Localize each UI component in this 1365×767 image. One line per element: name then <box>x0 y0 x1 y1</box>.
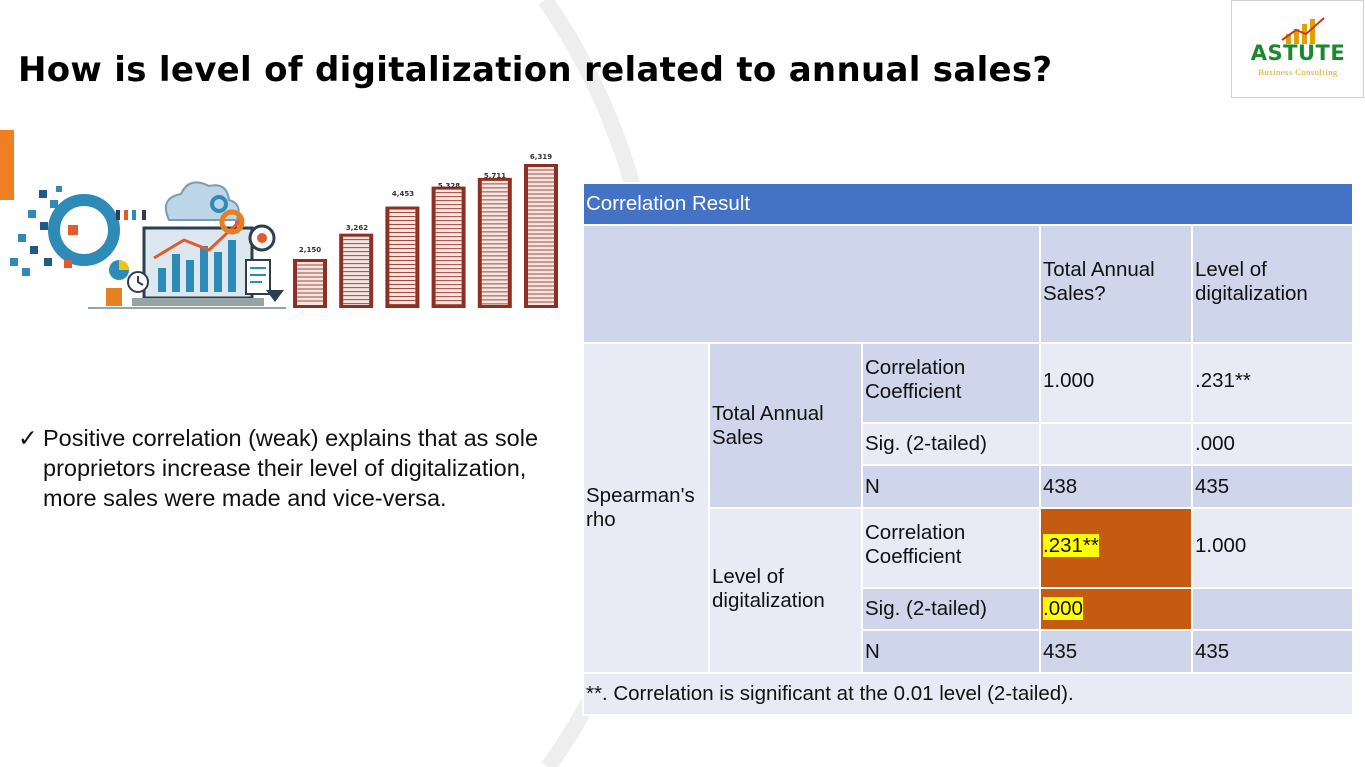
table-row: Spearman's rho Total Annual Sales Correl… <box>582 342 1354 674</box>
bullet-text: Positive correlation (weak) explains tha… <box>43 425 539 511</box>
group-label-total-annual-sales: Total Annual Sales <box>708 342 863 509</box>
col-header-level-of-digitalization: Level of digitalization <box>1191 224 1354 344</box>
value-cell: 1.000 <box>1039 342 1193 424</box>
bar-label-6: 6,319 <box>530 153 552 161</box>
clock-icon <box>127 271 149 293</box>
growth-bars <box>293 164 558 308</box>
table-caption-row: Correlation Result <box>582 182 1354 226</box>
document-icon <box>245 259 271 295</box>
logo-subtitle: Business Consulting <box>1258 67 1338 77</box>
highlighted-value: .000 <box>1043 597 1083 620</box>
growth-bar-face <box>389 209 416 305</box>
target-icon <box>248 224 276 252</box>
value-cell: 1.000 <box>1191 507 1354 589</box>
value-cell <box>1039 422 1193 466</box>
gear-icon <box>219 209 245 235</box>
stat-label: Correlation Coefficient <box>861 342 1041 424</box>
group-label-level-of-digitalization: Level of digitalization <box>708 507 863 674</box>
table-row: Sig. (2-tailed) .000 <box>583 422 1354 466</box>
bullet-point: ✓ Positive correlation (weak) explains t… <box>18 423 563 513</box>
header-blank <box>582 224 1041 344</box>
value-cell: .231** <box>1191 342 1354 424</box>
monitor-icon <box>132 218 264 306</box>
bar-label-3: 4,453 <box>392 190 414 198</box>
table-caption: Correlation Result <box>582 182 1354 226</box>
value-cell <box>1191 587 1354 631</box>
highlighted-value: .231** <box>1043 534 1099 557</box>
logo-bars-icon <box>1281 17 1325 44</box>
arrow-down-icon <box>266 290 284 302</box>
table-row: Level of digitalization Correlation Coef… <box>583 507 1354 674</box>
stat-label: N <box>861 629 1041 674</box>
growth-bar-face <box>435 189 462 305</box>
highlighted-value-cell: .000 <box>1039 587 1193 631</box>
table-footnote: **. Correlation is significant at the 0.… <box>582 672 1354 716</box>
value-cell: 435 <box>1039 629 1193 674</box>
logo-name: ASTUTE <box>1250 41 1346 65</box>
small-gear-icon <box>210 195 228 213</box>
bar-label-5: 5,711 <box>484 172 506 180</box>
calculator-icon <box>106 288 122 306</box>
stat-label: N <box>861 464 1041 509</box>
accent-bar <box>0 130 14 200</box>
col-header-total-annual-sales: Total Annual Sales? <box>1039 224 1193 344</box>
bar-value-labels: 2,150 3,262 4,453 5,328 5,711 6,319 <box>299 153 552 254</box>
correlation-table: Correlation Result Total Annual Sales? L… <box>582 182 1354 716</box>
table-row: Sig. (2-tailed) .000 <box>583 587 1354 631</box>
stat-label: Sig. (2-tailed) <box>861 587 1041 631</box>
bar-label-1: 2,150 <box>299 246 321 254</box>
table-row: N 435 435 <box>583 629 1354 674</box>
checkmark-icon: ✓ <box>18 425 38 451</box>
value-cell: 438 <box>1039 464 1193 509</box>
pie-chart-icon <box>109 260 129 280</box>
value-cell: 435 <box>1191 464 1354 509</box>
bar-label-2: 3,262 <box>346 224 368 232</box>
method-label: Spearman's rho <box>582 342 710 674</box>
slide-title: How is level of digitalization related t… <box>18 50 1053 90</box>
growth-bar-face <box>528 167 554 305</box>
people-icon <box>116 210 146 220</box>
value-cell: 435 <box>1191 629 1354 674</box>
table-header-row: Total Annual Sales? Level of digitalizat… <box>582 224 1354 344</box>
table-footnote-row: **. Correlation is significant at the 0.… <box>582 672 1354 716</box>
highlighted-value-cell: .231** <box>1039 507 1193 589</box>
stat-label: Correlation Coefficient <box>861 507 1041 589</box>
growth-bar-face <box>297 262 323 305</box>
bar-label-4: 5,328 <box>438 182 460 190</box>
growth-bar-face <box>343 236 370 305</box>
stat-label: Sig. (2-tailed) <box>861 422 1041 466</box>
value-cell: .000 <box>1191 422 1354 466</box>
table-row: N 438 435 <box>583 464 1354 509</box>
digitalization-illustration: 2,150 3,262 4,453 5,328 5,711 6,319 <box>10 153 558 309</box>
pixel-gear-icon <box>10 186 120 276</box>
company-logo: ASTUTE Business Consulting <box>1231 0 1364 98</box>
